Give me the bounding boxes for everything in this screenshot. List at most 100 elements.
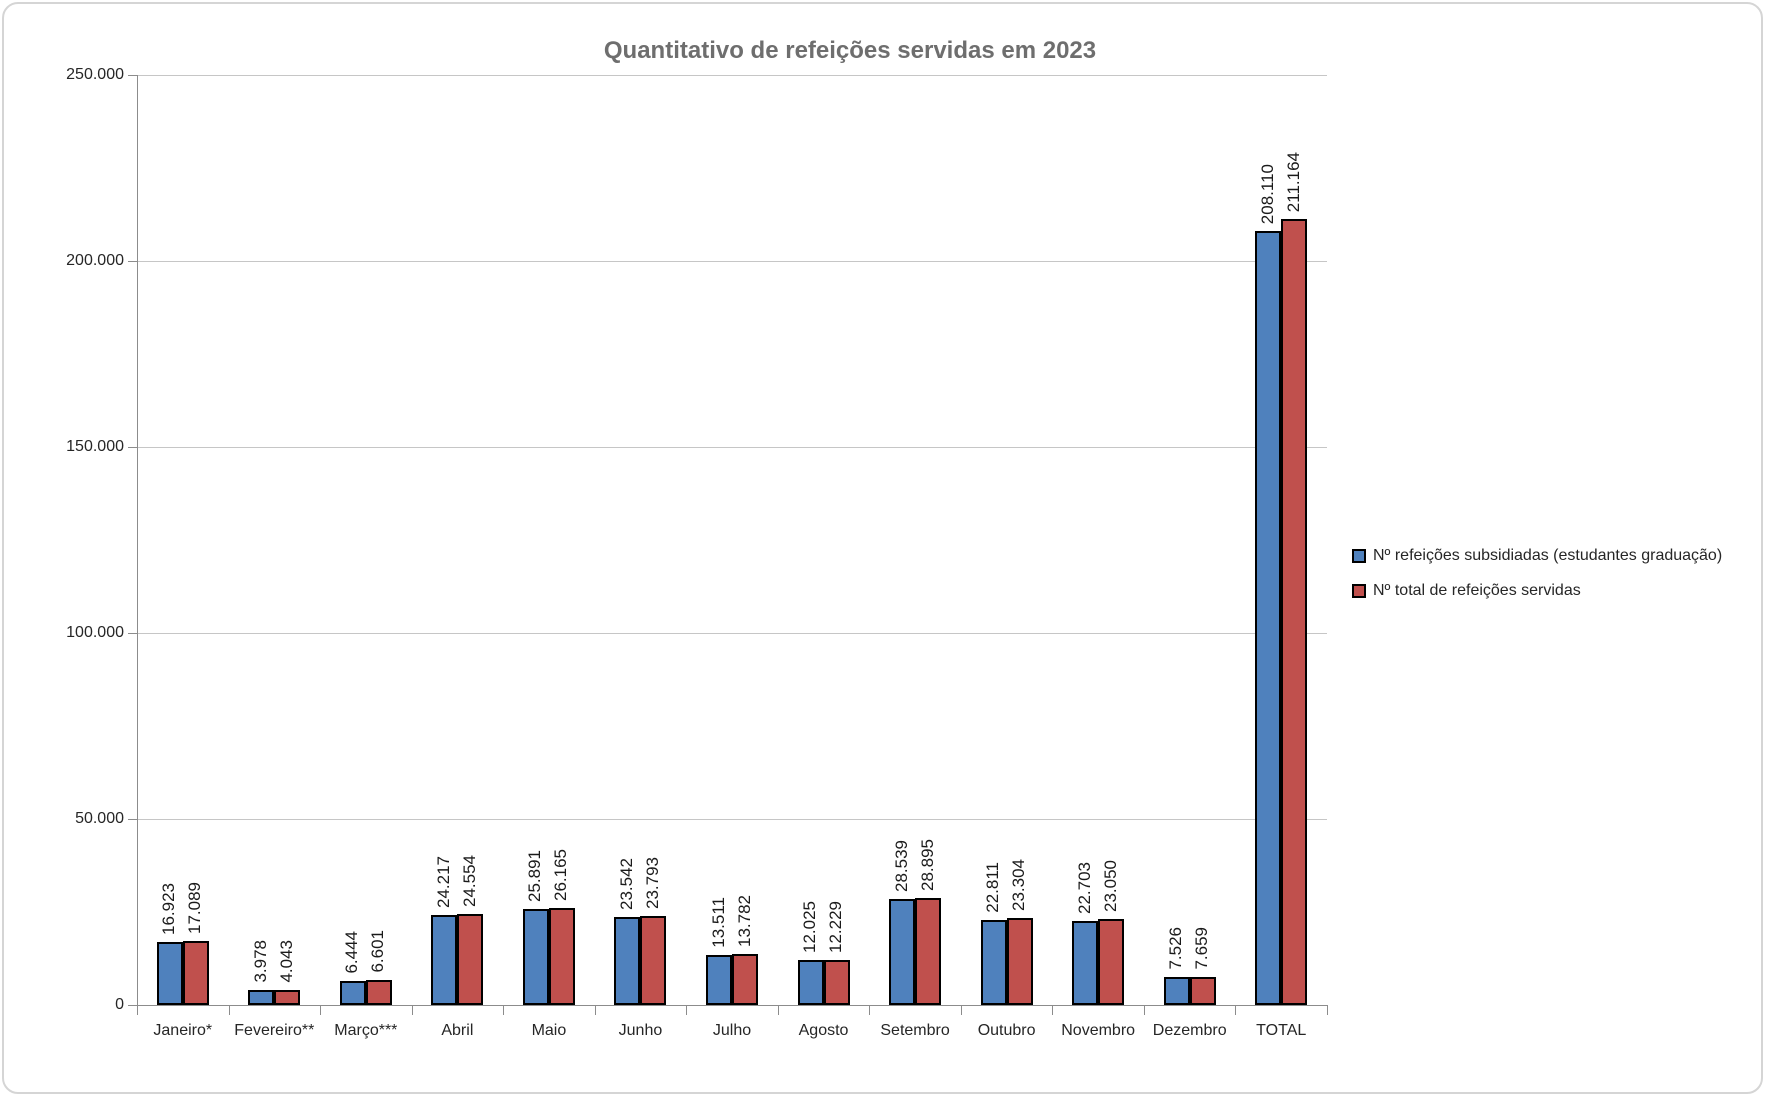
x-axis-tick	[777, 1006, 779, 1015]
bar-value-label: 3.978	[250, 940, 270, 983]
bar-total-11	[1189, 977, 1216, 1005]
y-gridline	[137, 260, 1327, 262]
bar-value-label: 28.539	[891, 840, 911, 892]
x-category-label: Março***	[334, 1022, 398, 1039]
bar-subsidiadas-9	[980, 920, 1007, 1005]
y-gridline	[137, 446, 1327, 448]
y-axis-tick	[128, 260, 137, 262]
bar-subsidiadas-6	[706, 955, 732, 1005]
bar-value-label: 24.554	[459, 855, 479, 907]
bar-total-7	[823, 960, 850, 1005]
x-category-label: Julho	[712, 1022, 752, 1039]
y-axis-tick-label: 250.000	[66, 66, 124, 83]
y-axis-tick-label: 150.000	[66, 438, 124, 455]
bar-total-6	[732, 954, 758, 1005]
bar-value-label: 23.050	[1100, 860, 1120, 912]
bar-value-label: 16.923	[159, 883, 179, 935]
bar-total-9	[1006, 918, 1033, 1005]
bar-subsidiadas-2	[339, 981, 366, 1005]
x-category-label: Fevereiro**	[234, 1022, 315, 1039]
bar-total-8	[915, 898, 942, 1005]
y-axis-tick	[128, 818, 137, 820]
bar-value-label: 13.511	[708, 897, 728, 948]
y-axis-tick	[128, 446, 137, 448]
legend-swatch-blue-icon	[1352, 549, 1366, 563]
bar-total-12	[1281, 219, 1308, 1005]
bar-value-label: 22.811	[983, 862, 1003, 913]
bar-value-label: 12.229	[826, 901, 846, 953]
bar-total-1	[274, 990, 301, 1005]
bar-subsidiadas-4	[522, 909, 549, 1005]
bar-subsidiadas-5	[614, 917, 641, 1005]
legend-label-total: Nº total de refeições servidas	[1373, 582, 1581, 599]
bar-value-label: 28.895	[917, 839, 937, 891]
x-category-label: Setembro	[880, 1022, 950, 1039]
y-axis-line	[137, 75, 138, 1005]
x-category-label: Janeiro*	[153, 1022, 213, 1039]
bar-value-label: 25.891	[525, 850, 545, 902]
y-axis-tick	[128, 1004, 137, 1006]
bar-value-label: 26.165	[551, 849, 571, 901]
x-axis-tick	[320, 1006, 322, 1015]
x-category-label: TOTAL	[1256, 1022, 1307, 1039]
chart-title: Quantitativo de refeições servidas em 20…	[603, 37, 1097, 65]
x-category-label: Outubro	[977, 1022, 1036, 1039]
x-axis-tick	[503, 1006, 505, 1015]
legend-swatch-red-icon	[1352, 584, 1366, 598]
x-axis-tick	[411, 1006, 413, 1015]
bar-value-label: 23.304	[1009, 859, 1029, 911]
bar-value-label: 7.526	[1166, 927, 1186, 970]
y-axis-tick	[128, 74, 137, 76]
bar-total-5	[640, 916, 667, 1005]
bar-subsidiadas-1	[248, 990, 275, 1005]
x-axis-tick	[1327, 1006, 1328, 1015]
x-axis-tick	[1143, 1006, 1145, 1015]
bar-total-3	[457, 914, 484, 1005]
y-axis-tick-label: 200.000	[66, 252, 124, 269]
bar-value-label: 23.793	[642, 857, 662, 909]
bar-value-label: 6.444	[342, 931, 362, 974]
legend-item-total: Nº total de refeições servidas	[1352, 581, 1722, 601]
bar-total-0	[182, 941, 209, 1005]
bar-total-4	[548, 908, 575, 1005]
y-axis-tick-label: 0	[115, 996, 124, 1013]
x-axis-tick	[960, 1006, 962, 1015]
x-axis-tick	[1052, 1006, 1054, 1015]
x-category-label: Dezembro	[1152, 1022, 1227, 1039]
x-category-label: Abril	[441, 1022, 474, 1039]
bar-value-label: 211.164	[1283, 151, 1303, 212]
x-axis-tick	[594, 1006, 596, 1015]
y-axis-tick-label: 100.000	[66, 624, 124, 641]
x-category-label: Junho	[618, 1022, 663, 1039]
y-axis-tick-label: 50.000	[75, 810, 124, 827]
y-gridline	[137, 632, 1327, 634]
y-axis-tick	[128, 632, 137, 634]
x-category-label: Agosto	[798, 1022, 849, 1039]
x-axis-tick	[1235, 1006, 1237, 1015]
bar-value-label: 208.110	[1257, 163, 1277, 224]
x-axis-tick	[137, 1006, 138, 1015]
bar-total-10	[1098, 919, 1125, 1005]
bar-subsidiadas-12	[1255, 231, 1282, 1005]
bar-subsidiadas-7	[797, 960, 824, 1005]
bar-value-label: 6.601	[368, 930, 388, 973]
x-axis-tick	[686, 1006, 688, 1015]
bar-value-label: 12.025	[800, 901, 820, 953]
bar-subsidiadas-0	[156, 942, 183, 1005]
bar-subsidiadas-10	[1072, 921, 1099, 1005]
legend-label-subsidiadas: Nº refeições subsidiadas (estudantes gra…	[1373, 547, 1723, 564]
bar-value-label: 23.542	[616, 858, 636, 910]
bar-value-label: 24.217	[433, 856, 453, 908]
x-axis-tick	[228, 1006, 230, 1015]
bar-value-label: 4.043	[276, 940, 296, 983]
bar-subsidiadas-8	[889, 899, 916, 1005]
bar-value-label: 22.703	[1074, 862, 1094, 914]
legend: Nº refeições subsidiadas (estudantes gra…	[1352, 546, 1722, 616]
legend-item-subsidiadas: Nº refeições subsidiadas (estudantes gra…	[1352, 546, 1722, 566]
y-gridline	[137, 818, 1327, 820]
bar-value-label: 13.782	[734, 895, 754, 947]
y-gridline	[137, 74, 1327, 76]
bar-subsidiadas-11	[1163, 977, 1190, 1005]
x-axis-line	[137, 1005, 1328, 1006]
bar-value-label: 7.659	[1192, 927, 1212, 970]
